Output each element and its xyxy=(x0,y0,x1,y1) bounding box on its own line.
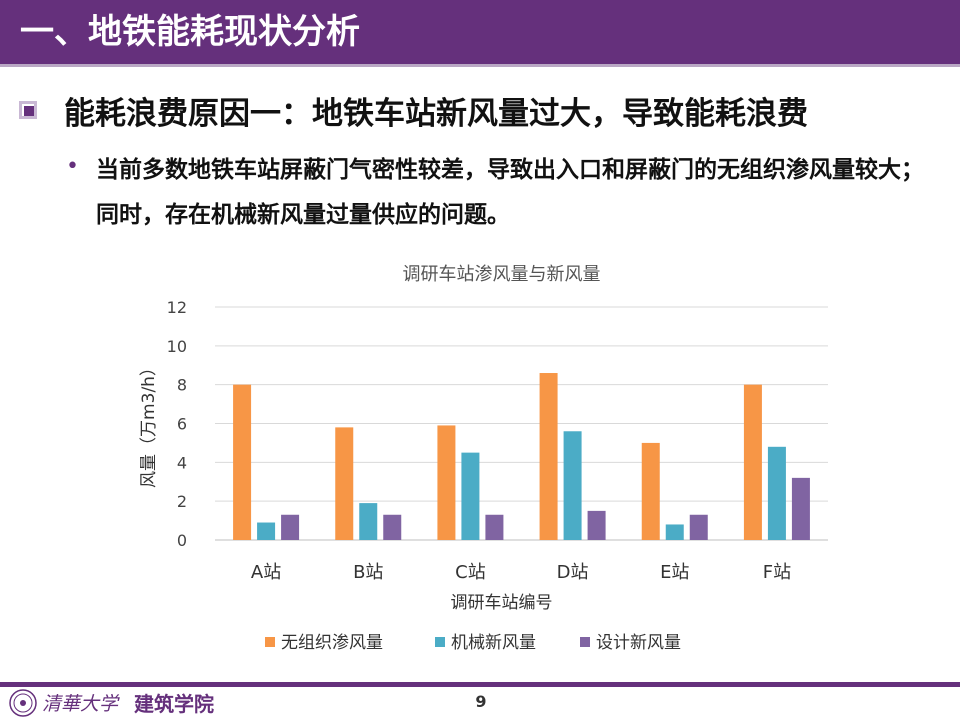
main-point: 能耗浪费原因一：地铁车站新风量过大，导致能耗浪费 xyxy=(64,96,808,132)
legend-swatch xyxy=(580,637,590,647)
bar-1 xyxy=(641,442,660,540)
legend-swatch xyxy=(265,637,275,647)
footer-divider xyxy=(0,682,960,687)
legend-swatch xyxy=(435,637,445,647)
bar-chart: 调研车站渗风量与新风量 0 2 4 6 8 10 12 风量（万m3/h） A站 B站 C站 D站 E站 F… xyxy=(130,250,830,670)
legend-label: 机械新风量 xyxy=(451,633,536,653)
bar-chart-svg: 调研车站渗风量与新风量 0 2 4 6 8 10 12 风量（万m3/h） A站 B站 C站 D站 E站 F… xyxy=(139,264,828,653)
square-bullet-icon xyxy=(19,101,37,119)
x-tick-label: B站 xyxy=(353,562,383,583)
bar-2 xyxy=(665,524,684,540)
bar-1 xyxy=(335,427,354,540)
bar-1 xyxy=(539,373,558,540)
title-bar: 一、地铁能耗现状分析 xyxy=(0,0,960,67)
y-tick-label: 2 xyxy=(177,492,187,511)
bar-3 xyxy=(383,514,402,540)
y-tick-label: 10 xyxy=(167,337,187,356)
x-tick-label: D站 xyxy=(557,562,589,583)
school-name: 建筑学院 xyxy=(134,692,214,716)
tsinghua-logo: 清華大学 xyxy=(9,689,120,717)
chart-title: 调研车站渗风量与新风量 xyxy=(403,264,601,285)
x-tick-label: E站 xyxy=(660,562,689,583)
bar-2 xyxy=(563,431,582,540)
logo-text: 清華大学 xyxy=(42,693,120,715)
bar-2 xyxy=(461,452,480,540)
legend-label: 设计新风量 xyxy=(596,633,681,653)
bar-1 xyxy=(233,384,252,540)
bar-3 xyxy=(281,514,300,540)
y-axis-label: 风量（万m3/h） xyxy=(139,359,159,488)
sub-point: 当前多数地铁车站屏蔽门气密性较差，导致出入口和屏蔽门的无组织渗风量较大；同时，存… xyxy=(96,157,924,228)
y-tick-label: 8 xyxy=(177,376,187,395)
page-number: 9 xyxy=(475,692,487,711)
bar-2 xyxy=(767,446,786,540)
legend-label: 无组织渗风量 xyxy=(281,633,383,653)
y-tick-label: 12 xyxy=(167,298,187,317)
bar-2 xyxy=(359,503,378,540)
bar-2 xyxy=(257,522,276,540)
bar-3 xyxy=(485,514,504,540)
bar-3 xyxy=(689,514,708,540)
y-tick-label: 4 xyxy=(177,453,187,472)
x-tick-label: A站 xyxy=(251,562,281,583)
bar-3 xyxy=(587,510,606,540)
bar-1 xyxy=(437,425,456,540)
bar-1 xyxy=(743,384,762,540)
x-tick-label: F站 xyxy=(763,562,791,583)
slide-title: 一、地铁能耗现状分析 xyxy=(20,12,360,52)
x-tick-label: C站 xyxy=(455,562,486,583)
x-axis-label: 调研车站编号 xyxy=(451,593,553,613)
y-tick-label: 0 xyxy=(177,531,187,550)
sub-bullet: • xyxy=(66,154,79,179)
y-tick-label: 6 xyxy=(177,415,187,434)
bar-3 xyxy=(791,477,810,540)
